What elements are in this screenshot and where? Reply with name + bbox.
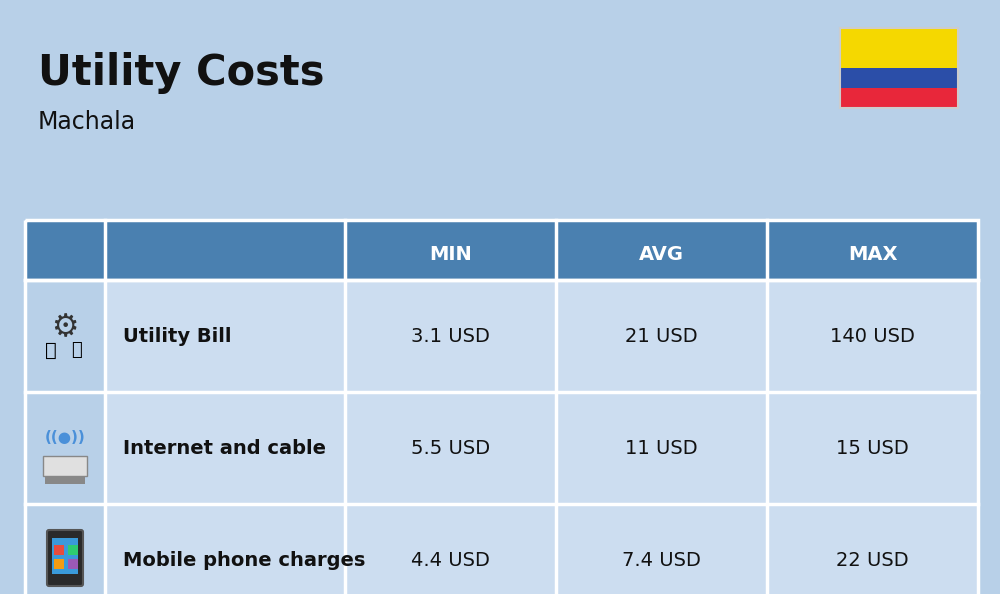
- Bar: [556, 228, 767, 280]
- Text: 15 USD: 15 USD: [836, 438, 909, 457]
- Bar: [840, 88, 958, 108]
- Bar: [105, 392, 978, 504]
- Text: 5.5 USD: 5.5 USD: [411, 438, 490, 457]
- Text: 140 USD: 140 USD: [830, 327, 915, 346]
- FancyBboxPatch shape: [47, 530, 83, 586]
- Text: Internet and cable: Internet and cable: [123, 438, 326, 457]
- Text: MIN: MIN: [429, 245, 472, 264]
- Text: Utility Bill: Utility Bill: [123, 327, 232, 346]
- Text: Mobile phone charges: Mobile phone charges: [123, 551, 365, 570]
- Bar: [25, 280, 105, 392]
- Text: Utility Costs: Utility Costs: [38, 52, 324, 94]
- Text: 22 USD: 22 USD: [836, 551, 909, 570]
- Text: ((●)): ((●)): [45, 431, 85, 446]
- Text: 11 USD: 11 USD: [625, 438, 698, 457]
- Text: ⚙: ⚙: [51, 314, 79, 343]
- Text: 21 USD: 21 USD: [625, 327, 698, 346]
- Bar: [25, 504, 105, 594]
- Bar: [54, 559, 64, 569]
- Text: Machala: Machala: [38, 110, 136, 134]
- Text: 4.4 USD: 4.4 USD: [411, 551, 490, 570]
- Bar: [68, 559, 78, 569]
- Text: AVG: AVG: [639, 245, 684, 264]
- Bar: [25, 220, 978, 228]
- Bar: [54, 545, 64, 555]
- Bar: [25, 392, 105, 504]
- Text: MAX: MAX: [848, 245, 897, 264]
- Bar: [840, 28, 958, 68]
- Text: 💧: 💧: [72, 341, 82, 359]
- Bar: [840, 28, 958, 108]
- Text: 7.4 USD: 7.4 USD: [622, 551, 701, 570]
- Bar: [43, 456, 87, 476]
- Bar: [68, 545, 78, 555]
- Bar: [767, 228, 978, 280]
- Bar: [345, 228, 556, 280]
- Bar: [840, 68, 958, 88]
- Bar: [45, 476, 85, 484]
- Bar: [105, 228, 345, 280]
- Text: 3.1 USD: 3.1 USD: [411, 327, 490, 346]
- Bar: [25, 220, 978, 594]
- Bar: [105, 280, 978, 392]
- Bar: [25, 228, 105, 280]
- Bar: [105, 504, 978, 594]
- Bar: [52, 538, 78, 574]
- Text: 🔌: 🔌: [45, 340, 57, 359]
